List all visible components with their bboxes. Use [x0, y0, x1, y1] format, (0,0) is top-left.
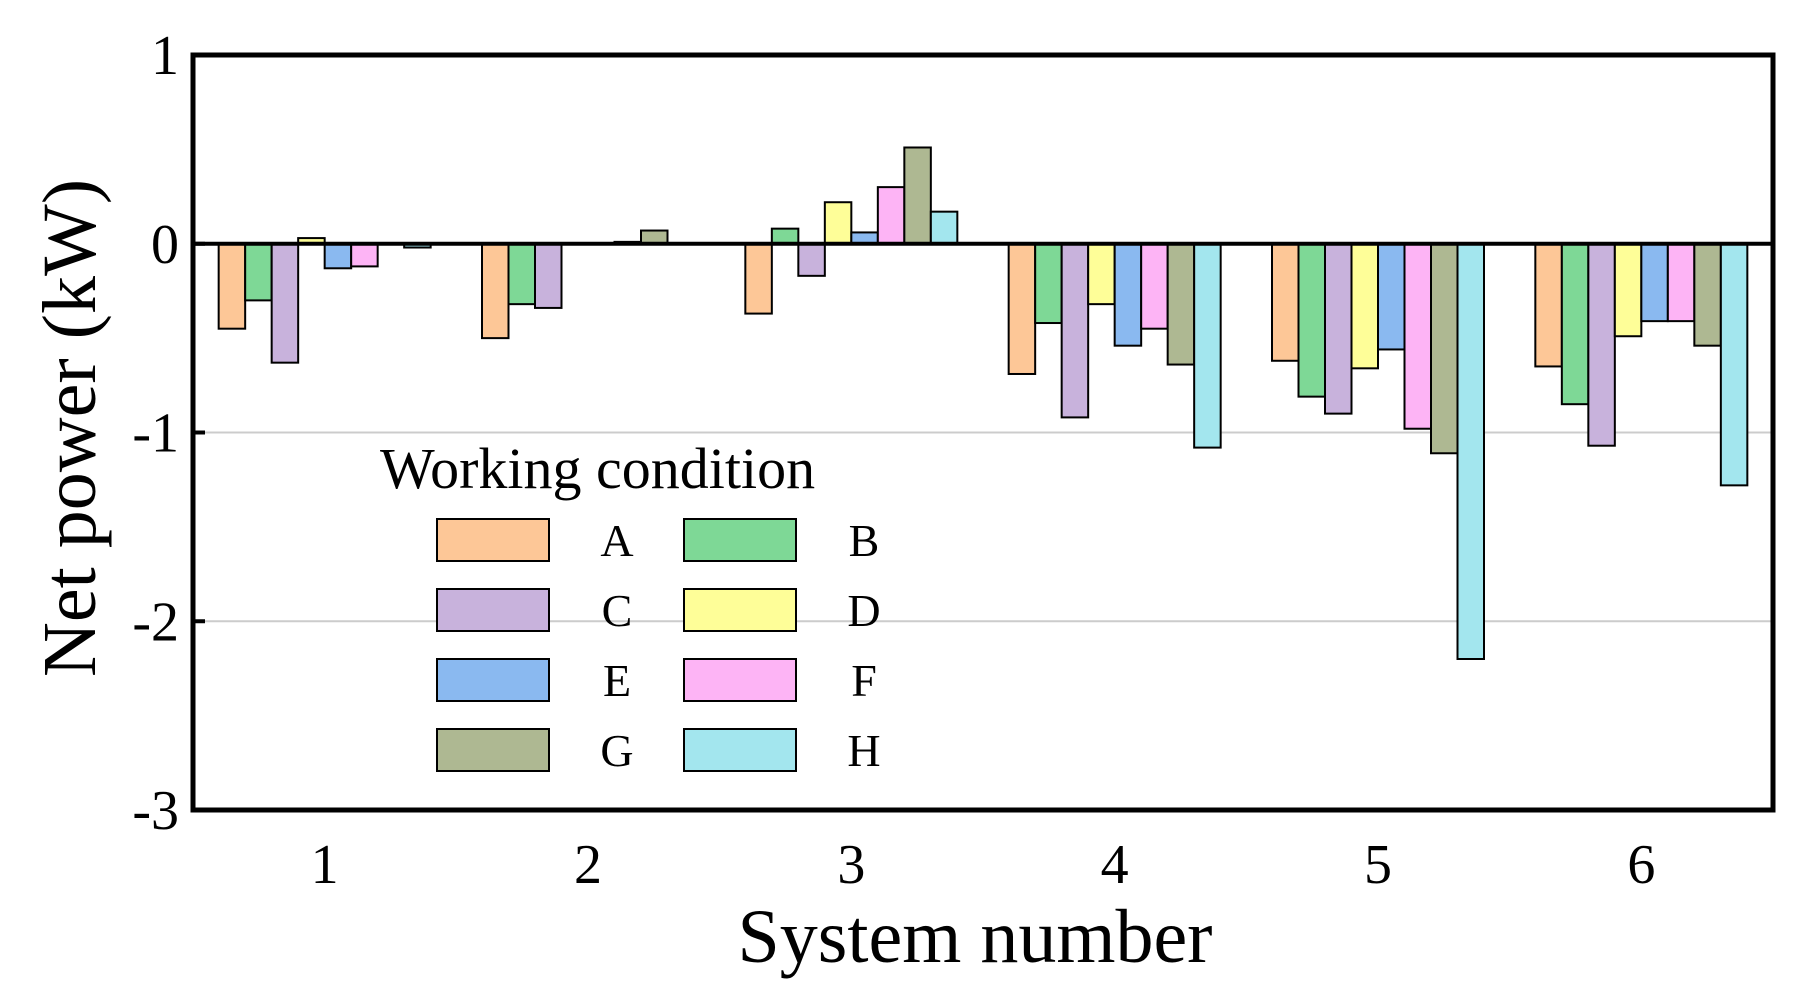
x-tick-label: 3: [837, 834, 865, 896]
legend-swatch-D: [683, 588, 797, 632]
x-axis-title: System number: [738, 895, 1213, 979]
bar-B-system-6: [1560, 242, 1590, 406]
y-tick-label: -1: [132, 403, 179, 465]
legend-swatch-C: [436, 588, 550, 632]
bar-B-system-3: [770, 227, 800, 245]
bar-A-system-3: [744, 242, 773, 315]
legend-label-A: A: [600, 515, 633, 566]
bar-C-system-6: [1587, 242, 1616, 447]
bar-H-system-3: [929, 210, 959, 245]
legend-label-G: G: [600, 725, 633, 776]
bar-C-system-1: [270, 242, 300, 364]
bar-E-system-5: [1377, 242, 1406, 351]
legend-swatch-F: [683, 658, 797, 702]
bar-A-system-4: [1007, 242, 1037, 375]
legend-swatch-E: [436, 658, 550, 702]
bars: [217, 146, 1749, 660]
legend-swatch-A: [436, 518, 550, 562]
bar-B-system-1: [244, 242, 273, 302]
legend-label-D: D: [847, 585, 880, 636]
bar-C-system-2: [534, 242, 563, 309]
x-tick-label: 5: [1364, 834, 1392, 896]
x-tick-label: 6: [1627, 834, 1655, 896]
bar-B-system-4: [1034, 242, 1063, 325]
bar-G-system-4: [1166, 242, 1196, 366]
x-tick-label: 1: [311, 834, 339, 896]
bar-F-system-1: [350, 242, 379, 268]
x-tick-label: 2: [574, 834, 602, 896]
bar-D-system-6: [1613, 242, 1643, 338]
bar-G-system-3: [903, 146, 932, 245]
legend-swatch-H: [683, 728, 797, 772]
bar-H-system-4: [1193, 242, 1222, 449]
bar-G-system-5: [1430, 242, 1459, 455]
legend-label-B: B: [849, 515, 880, 566]
legend: Working condition A B C D E F G H: [380, 436, 881, 776]
axes: 1 0 -1 -2 -3 1 2 3 4 5 6: [132, 25, 1776, 896]
bar-H-system-5: [1456, 242, 1485, 660]
bar-A-system-5: [1271, 242, 1300, 362]
bar-C-system-4: [1060, 242, 1090, 419]
legend-label-E: E: [603, 655, 631, 706]
y-tick-label: 0: [151, 214, 179, 276]
legend-title: Working condition: [380, 436, 815, 501]
bar-F-system-5: [1403, 242, 1432, 430]
bar-C-system-3: [797, 242, 826, 277]
y-axis-title: Net power (kW): [28, 179, 112, 677]
bar-H-system-6: [1719, 242, 1749, 487]
bar-F-system-6: [1666, 242, 1696, 323]
legend-label-C: C: [602, 585, 633, 636]
bar-B-system-2: [507, 242, 536, 306]
bar-F-system-4: [1140, 242, 1169, 330]
bar-A-system-6: [1534, 242, 1563, 368]
bar-E-system-4: [1113, 242, 1143, 347]
bar-D-system-3: [823, 201, 853, 245]
bar-D-system-4: [1087, 242, 1116, 306]
y-tick-label: -3: [132, 780, 179, 842]
bar-G-system-6: [1693, 242, 1722, 347]
bar-A-system-2: [481, 242, 510, 340]
x-tick-label: 4: [1101, 834, 1129, 896]
bar-F-system-3: [876, 186, 906, 245]
legend-swatch-B: [683, 518, 797, 562]
bar-A-system-1: [217, 242, 247, 330]
bar-D-system-5: [1350, 242, 1379, 370]
bar-B-system-5: [1297, 242, 1326, 398]
bar-C-system-5: [1324, 242, 1353, 415]
y-tick-label: 1: [151, 25, 179, 87]
legend-label-H: H: [847, 725, 880, 776]
y-tick-label: -2: [132, 591, 179, 653]
legend-swatch-G: [436, 728, 550, 772]
bar-E-system-1: [323, 242, 353, 270]
bar-E-system-6: [1640, 242, 1669, 323]
legend-label-F: F: [851, 655, 877, 706]
